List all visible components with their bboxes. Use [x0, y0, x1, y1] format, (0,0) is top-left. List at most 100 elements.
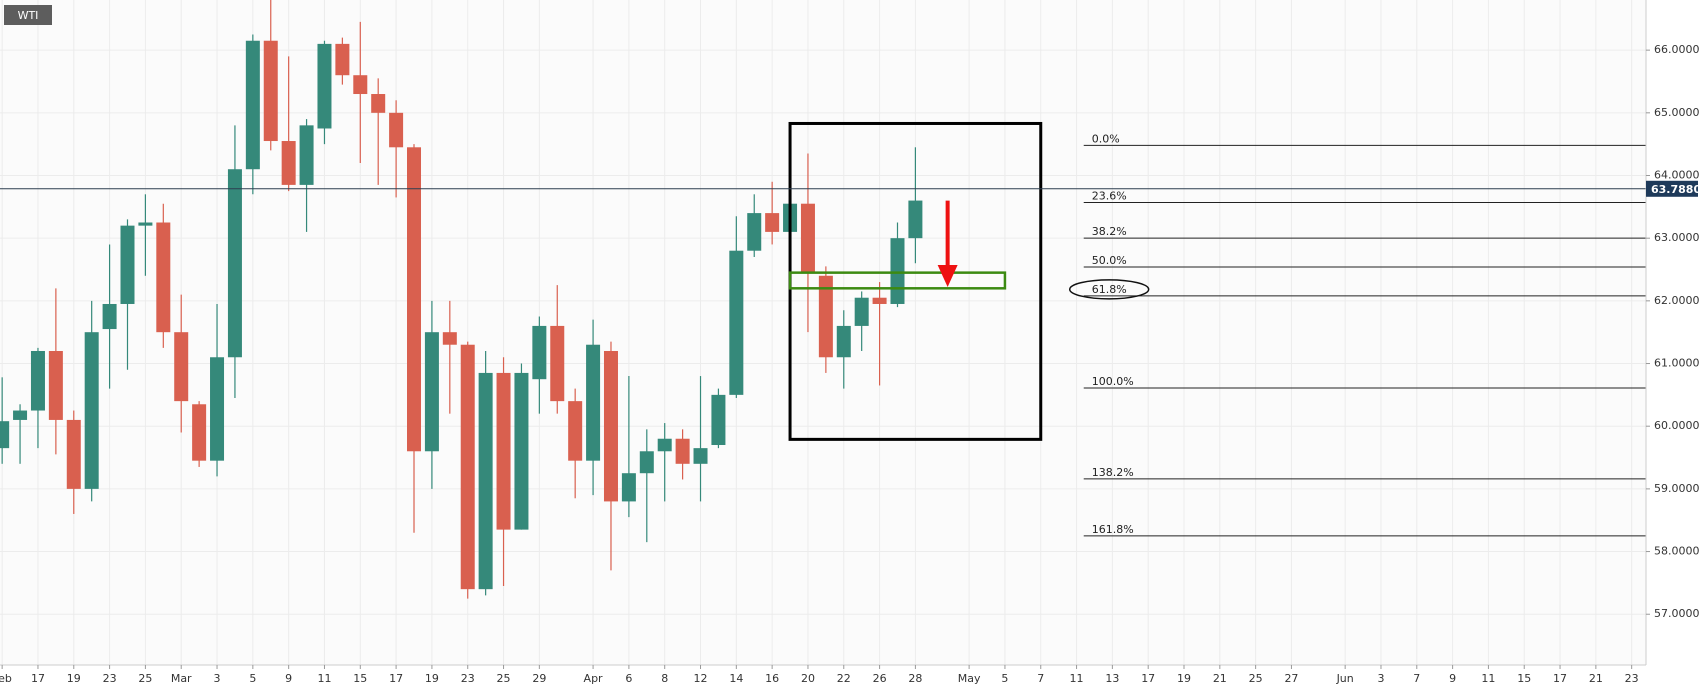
x-tick-label: 19	[67, 672, 81, 685]
x-tick-label: 19	[1177, 672, 1191, 685]
candle-body	[621, 473, 636, 502]
candle-body	[532, 325, 547, 380]
candle-body	[0, 421, 10, 449]
x-tick-label: Apr	[584, 672, 604, 685]
candle-body	[156, 222, 171, 333]
candle-body	[478, 372, 493, 590]
x-tick-label: 3	[214, 672, 221, 685]
candle-body	[424, 332, 439, 452]
candle-body	[836, 325, 851, 358]
candle-body	[371, 94, 386, 113]
x-tick-label: 23	[461, 672, 475, 685]
candle-body	[872, 297, 887, 304]
candle-body	[102, 303, 117, 330]
x-tick-label: 9	[285, 672, 292, 685]
fib-label: 100.0%	[1092, 375, 1134, 388]
symbol-badge	[4, 5, 52, 25]
candle-body	[639, 451, 654, 474]
x-tick-label: 29	[532, 672, 546, 685]
fib-label: 61.8%	[1092, 283, 1127, 296]
candle-body	[30, 350, 45, 411]
candle-body	[120, 225, 135, 304]
candle-body	[460, 344, 475, 590]
candle-body	[800, 203, 815, 273]
candle-body	[192, 404, 207, 461]
x-tick-label: Jun	[1336, 672, 1354, 685]
y-tick-label: 64.0000	[1654, 168, 1700, 181]
x-tick-label: 25	[138, 672, 152, 685]
x-tick-label: 6	[625, 672, 632, 685]
candle-body	[263, 40, 278, 142]
support-zone	[788, 271, 1007, 290]
x-tick-label: 22	[837, 672, 851, 685]
x-tick-label: 3	[1377, 672, 1384, 685]
candle-body	[335, 43, 350, 76]
y-tick-label: 61.0000	[1654, 357, 1700, 370]
x-tick-label: 23	[1625, 672, 1639, 685]
candle-body	[711, 394, 726, 446]
x-tick-label: 5	[249, 672, 256, 685]
x-tick-label: 13	[1105, 672, 1119, 685]
candle-body	[657, 438, 672, 452]
y-tick-label: 62.0000	[1654, 294, 1700, 307]
x-tick-label: 17	[1553, 672, 1567, 685]
fib-label: 23.6%	[1092, 189, 1127, 202]
candle-body	[568, 401, 583, 461]
x-tick-label: 7	[1037, 672, 1044, 685]
candle-body	[908, 200, 923, 239]
x-tick-label: 20	[801, 672, 815, 685]
fib-label: 138.2%	[1092, 466, 1134, 479]
x-tick-label: Feb	[0, 672, 12, 685]
last-price-badge	[1646, 180, 1698, 197]
x-tick-label: 15	[353, 672, 367, 685]
x-tick-label: 7	[1413, 672, 1420, 685]
candle-body	[281, 141, 296, 185]
y-tick-label: 60.0000	[1654, 419, 1700, 432]
y-tick-label: 58.0000	[1654, 545, 1700, 558]
y-tick-label: 57.0000	[1654, 607, 1700, 620]
x-tick-label: 17	[1141, 672, 1155, 685]
candle-body	[245, 40, 260, 170]
candle-body	[48, 350, 63, 420]
y-tick-label: 66.0000	[1654, 43, 1700, 56]
candle-body	[13, 410, 28, 420]
candle-body	[84, 332, 99, 489]
x-tick-label: 28	[908, 672, 922, 685]
candle-body	[818, 275, 833, 358]
candle-body	[66, 419, 81, 489]
candle-body	[603, 350, 618, 502]
x-tick-label: May	[958, 672, 981, 685]
x-tick-label: 26	[873, 672, 887, 685]
x-tick-label: 19	[425, 672, 439, 685]
x-tick-label: 11	[1481, 672, 1495, 685]
candle-body	[299, 125, 314, 185]
x-tick-label: 25	[497, 672, 511, 685]
candle-body	[747, 213, 762, 251]
candle-body	[407, 147, 422, 452]
x-tick-label: 23	[103, 672, 117, 685]
candle-body	[138, 222, 153, 226]
candle-body	[854, 297, 869, 326]
fib-label: 50.0%	[1092, 254, 1127, 267]
x-tick-label: 15	[1517, 672, 1531, 685]
x-tick-label: 5	[1001, 672, 1008, 685]
x-tick-label: 16	[765, 672, 779, 685]
candle-body	[496, 372, 511, 530]
candle-body	[210, 357, 225, 461]
candle-body	[353, 75, 368, 95]
candle-body	[890, 238, 905, 304]
candle-body	[389, 112, 404, 148]
x-tick-label: 25	[1249, 672, 1263, 685]
x-tick-label: Mar	[171, 672, 192, 685]
fib-label: 161.8%	[1092, 523, 1134, 536]
candle-body	[227, 169, 242, 358]
y-tick-label: 65.0000	[1654, 106, 1700, 119]
candle-body	[675, 438, 690, 464]
x-tick-label: 21	[1213, 672, 1227, 685]
fib-label: 38.2%	[1092, 225, 1127, 238]
candle-body	[317, 43, 332, 129]
x-tick-label: 27	[1284, 672, 1298, 685]
highlight-ellipse	[1068, 279, 1150, 300]
x-tick-label: 12	[694, 672, 708, 685]
x-tick-label: 17	[31, 672, 45, 685]
